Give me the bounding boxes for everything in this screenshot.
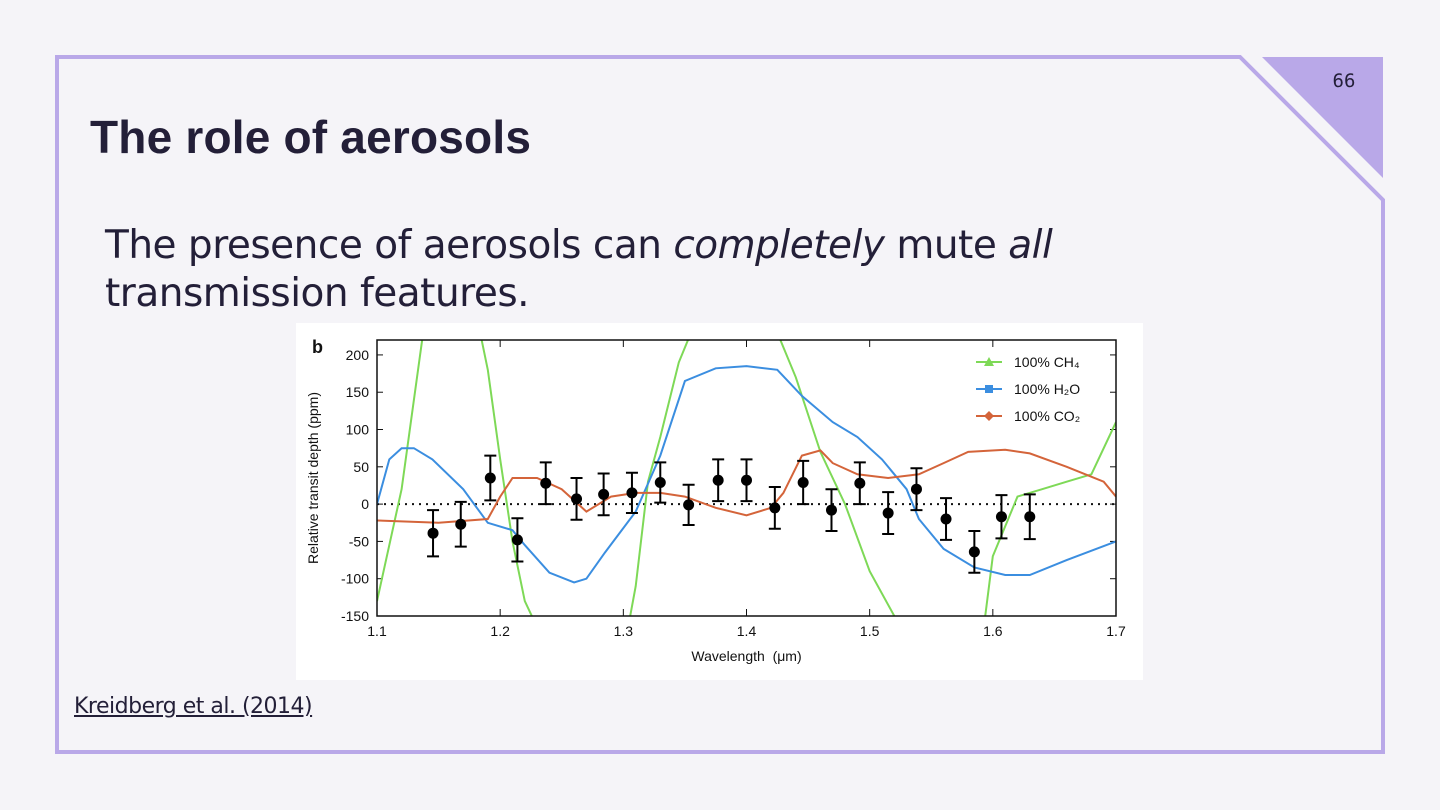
data-point xyxy=(940,513,952,525)
data-point xyxy=(683,499,695,511)
data-point xyxy=(854,477,866,489)
data-point xyxy=(797,476,809,488)
x-axis-label: Wavelength (μm) xyxy=(691,648,801,664)
citation-link[interactable]: Kreidberg et al. (2014) xyxy=(74,694,313,719)
body-segment: The presence of aerosols can xyxy=(105,223,674,268)
y-tick-label: 200 xyxy=(346,347,370,363)
corner-tab xyxy=(1262,57,1383,178)
legend-label: 100% CO₂ xyxy=(1014,408,1080,424)
y-tick-label: 100 xyxy=(346,422,370,438)
x-tick-label: 1.1 xyxy=(367,623,387,639)
legend-label: 100% H₂O xyxy=(1014,381,1080,397)
data-point xyxy=(427,527,439,539)
model-line xyxy=(377,340,1116,616)
model-line xyxy=(377,365,1116,584)
legend-label: 100% CH₄ xyxy=(1014,354,1080,370)
data-point xyxy=(571,493,583,505)
x-tick-label: 1.3 xyxy=(614,623,634,639)
chart: -150 -100 -50 0 50 100 150 200 1.1 1.2 1.3 1.4 1.5 1.… xyxy=(296,323,1143,680)
data-point xyxy=(511,534,523,546)
data-point xyxy=(712,474,724,486)
data-point xyxy=(825,504,837,516)
body-segment: completely xyxy=(673,223,885,268)
x-tick-label: 1.7 xyxy=(1106,623,1126,639)
plot-frame xyxy=(376,339,1117,617)
data-point xyxy=(540,477,552,489)
legend-marker xyxy=(985,385,993,393)
page-number: 66 xyxy=(1332,70,1356,92)
slide-title: The role of aerosols xyxy=(90,111,532,163)
data-point xyxy=(769,502,781,514)
x-tick-label: 1.5 xyxy=(860,623,880,639)
x-tick-label: 1.6 xyxy=(983,623,1003,639)
frame-border xyxy=(55,55,1385,754)
y-tick-label: -50 xyxy=(349,533,369,549)
data-point xyxy=(598,488,610,500)
y-tick-label: 0 xyxy=(361,496,369,512)
data-point xyxy=(910,483,922,495)
panel-label: b xyxy=(312,337,323,357)
data-point xyxy=(455,518,467,530)
legend-marker xyxy=(984,411,994,421)
legend-marker xyxy=(984,357,994,366)
data-point xyxy=(741,474,752,486)
data-point xyxy=(882,507,894,519)
y-tick-label: 50 xyxy=(353,459,369,475)
body-segment: transmission features. xyxy=(105,223,1065,316)
data-point xyxy=(626,487,638,499)
data-point xyxy=(995,511,1007,523)
y-axis-label: Relative transit depth (ppm) xyxy=(305,392,321,564)
x-tick-label: 1.2 xyxy=(490,623,510,639)
x-tick-label: 1.4 xyxy=(737,623,757,639)
y-tick-label: 150 xyxy=(346,384,370,400)
data-point xyxy=(654,476,666,488)
data-point xyxy=(484,472,496,484)
body-segment: mute xyxy=(884,223,1009,268)
y-tick-label: -100 xyxy=(341,571,369,587)
y-tick-label: -150 xyxy=(341,608,369,624)
body-segment: all xyxy=(1008,223,1053,268)
data-point xyxy=(968,546,980,558)
body-text: The presence of aerosols can completely … xyxy=(105,222,1305,318)
data-point xyxy=(1024,511,1036,523)
